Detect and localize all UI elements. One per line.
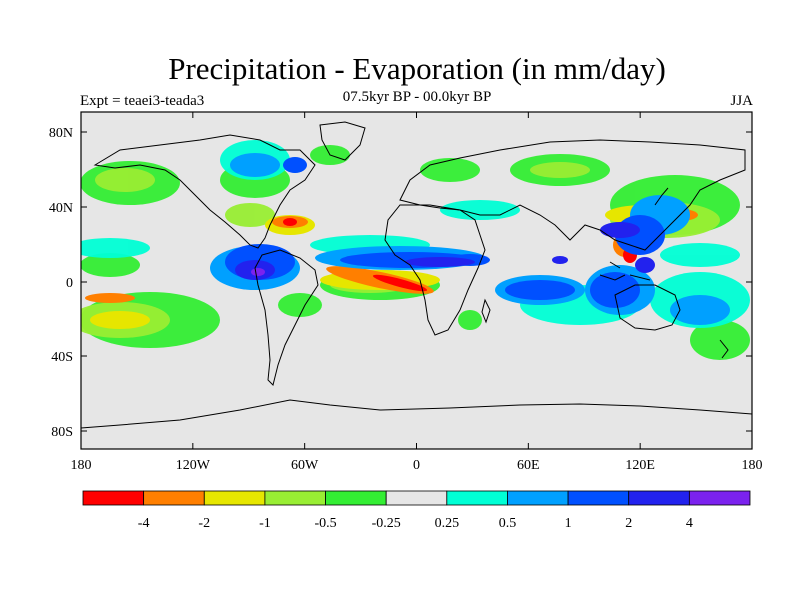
y-tick-label: 0 <box>66 276 73 291</box>
colorbar-swatch <box>264 490 326 506</box>
y-tick-label: 40S <box>51 350 73 365</box>
y-tick-label: 40N <box>49 201 73 216</box>
colorbar: -4 -2 -1 -0.5 -0.25 0.25 0.5 1 2 4 <box>82 490 751 531</box>
colorbar-label: -0.25 <box>372 516 401 531</box>
colorbar-swatch <box>507 490 569 506</box>
colorbar-label: -0.5 <box>314 516 336 531</box>
experiment-label: Expt = teaei3-teada3 <box>80 93 205 109</box>
colorbar-label: 2 <box>625 516 632 531</box>
colorbar-swatch <box>628 490 690 506</box>
coastlines <box>81 121 752 429</box>
colorbar-swatch <box>325 490 387 506</box>
season-label: JJA <box>730 93 753 109</box>
x-axis: 180 120W 60W 0 60E 120E 180 <box>71 112 763 473</box>
x-tick-label: 120W <box>176 458 211 473</box>
y-tick-label: 80N <box>49 126 73 141</box>
colorbar-label: -1 <box>259 516 271 531</box>
colorbar-swatch <box>688 490 751 506</box>
colorbar-swatch <box>143 490 205 506</box>
x-tick-label: 60E <box>517 458 540 473</box>
colorbar-swatch <box>385 490 448 506</box>
colorbar-label: 4 <box>686 516 693 531</box>
colorbar-swatch <box>446 490 508 506</box>
colorbar-label: -4 <box>138 516 150 531</box>
y-tick-label: 80S <box>51 425 73 440</box>
colorbar-swatch <box>82 490 145 506</box>
colorbar-label: 0.25 <box>435 516 460 531</box>
y-axis: 80N 40N 0 40S 80S <box>49 126 752 440</box>
x-tick-label: 60W <box>291 458 319 473</box>
chart-subtitle: 07.5kyr BP - 00.0kyr BP <box>342 89 492 105</box>
x-tick-label: 180 <box>71 458 92 473</box>
x-tick-label: 120E <box>625 458 655 473</box>
colorbar-label: 0.5 <box>499 516 517 531</box>
x-tick-label: 180 <box>742 458 763 473</box>
colorbar-swatch <box>567 490 630 506</box>
colorbar-label: -2 <box>198 516 210 531</box>
colorbar-swatch <box>203 490 266 506</box>
colorbar-label: 1 <box>565 516 572 531</box>
x-tick-label: 0 <box>413 458 420 473</box>
chart-title: Precipitation - Evaporation (in mm/day) <box>168 51 666 86</box>
